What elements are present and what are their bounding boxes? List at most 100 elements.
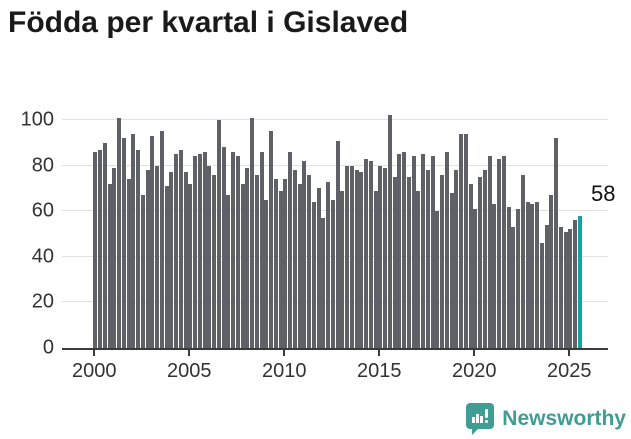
bar[interactable] <box>288 151 293 348</box>
bar[interactable] <box>411 156 416 348</box>
bar[interactable] <box>226 195 231 348</box>
bar[interactable] <box>250 117 255 348</box>
bar[interactable] <box>520 174 525 348</box>
bar[interactable] <box>359 172 364 348</box>
bar[interactable] <box>326 181 331 348</box>
bar[interactable] <box>501 156 506 348</box>
bar[interactable] <box>345 165 350 348</box>
bar[interactable] <box>468 183 473 348</box>
bar[interactable] <box>216 120 221 348</box>
bar[interactable] <box>364 158 369 348</box>
bar[interactable] <box>183 172 188 348</box>
bar[interactable] <box>178 149 183 348</box>
bar[interactable] <box>397 154 402 348</box>
bar[interactable] <box>392 177 397 348</box>
bar[interactable] <box>292 170 297 348</box>
bar[interactable] <box>245 167 250 348</box>
bar[interactable] <box>577 215 582 348</box>
bar[interactable] <box>278 190 283 348</box>
bar[interactable] <box>535 202 540 348</box>
bar[interactable] <box>539 243 544 348</box>
bar[interactable] <box>573 220 578 348</box>
bar[interactable] <box>93 151 98 348</box>
bar[interactable] <box>169 172 174 348</box>
bar[interactable] <box>378 165 383 348</box>
bar[interactable] <box>240 183 245 348</box>
bar[interactable] <box>525 202 530 348</box>
bar[interactable] <box>126 179 131 348</box>
bar[interactable] <box>221 147 226 348</box>
bar[interactable] <box>321 218 326 348</box>
bar[interactable] <box>497 158 502 348</box>
bar[interactable] <box>563 231 568 348</box>
bar[interactable] <box>416 190 421 348</box>
bar[interactable] <box>102 142 107 348</box>
bar[interactable] <box>302 161 307 348</box>
bar[interactable] <box>231 151 236 348</box>
bar[interactable] <box>273 179 278 348</box>
bar[interactable] <box>506 206 511 348</box>
bar[interactable] <box>449 192 454 348</box>
bar[interactable] <box>202 151 207 348</box>
bar[interactable] <box>112 167 117 348</box>
bar[interactable] <box>516 208 521 348</box>
newsworthy-logo[interactable]: Newsworthy <box>465 402 626 436</box>
bar[interactable] <box>530 204 535 348</box>
bar[interactable] <box>354 170 359 348</box>
bar[interactable] <box>492 204 497 348</box>
bar[interactable] <box>131 133 136 348</box>
bar[interactable] <box>473 208 478 348</box>
bar[interactable] <box>549 195 554 348</box>
bar[interactable] <box>145 170 150 348</box>
bar[interactable] <box>174 154 179 348</box>
bar[interactable] <box>435 211 440 348</box>
bar[interactable] <box>164 186 169 348</box>
bar[interactable] <box>188 183 193 348</box>
bar[interactable] <box>463 133 468 348</box>
bar[interactable] <box>117 117 122 348</box>
bar[interactable] <box>107 183 112 348</box>
bar[interactable] <box>383 167 388 348</box>
bar[interactable] <box>511 227 516 348</box>
bar[interactable] <box>316 188 321 348</box>
bar[interactable] <box>430 156 435 348</box>
bar[interactable] <box>269 131 274 348</box>
bar[interactable] <box>212 174 217 348</box>
bar[interactable] <box>558 227 563 348</box>
bar[interactable] <box>283 179 288 348</box>
bar[interactable] <box>136 149 141 348</box>
bar[interactable] <box>235 156 240 348</box>
bar[interactable] <box>150 135 155 348</box>
bar[interactable] <box>373 190 378 348</box>
bar[interactable] <box>193 156 198 348</box>
bar[interactable] <box>297 183 302 348</box>
bar[interactable] <box>568 229 573 348</box>
bar[interactable] <box>406 177 411 348</box>
bar[interactable] <box>421 154 426 348</box>
bar[interactable] <box>368 161 373 348</box>
bar[interactable] <box>402 151 407 348</box>
bar[interactable] <box>335 140 340 348</box>
bar[interactable] <box>330 199 335 348</box>
bar[interactable] <box>444 151 449 348</box>
bar[interactable] <box>387 115 392 348</box>
bar[interactable] <box>121 138 126 348</box>
bar[interactable] <box>159 131 164 348</box>
bar[interactable] <box>207 165 212 348</box>
bar[interactable] <box>140 195 145 348</box>
bar[interactable] <box>259 151 264 348</box>
bar[interactable] <box>197 154 202 348</box>
bar[interactable] <box>459 133 464 348</box>
bar[interactable] <box>311 202 316 348</box>
bar[interactable] <box>487 156 492 348</box>
bar[interactable] <box>98 149 103 348</box>
bar[interactable] <box>349 165 354 348</box>
bar[interactable] <box>264 199 269 348</box>
bar[interactable] <box>307 174 312 348</box>
bar[interactable] <box>425 170 430 348</box>
bar[interactable] <box>340 190 345 348</box>
bar[interactable] <box>155 165 160 348</box>
bar[interactable] <box>254 174 259 348</box>
bar[interactable] <box>482 170 487 348</box>
bar[interactable] <box>544 224 549 348</box>
